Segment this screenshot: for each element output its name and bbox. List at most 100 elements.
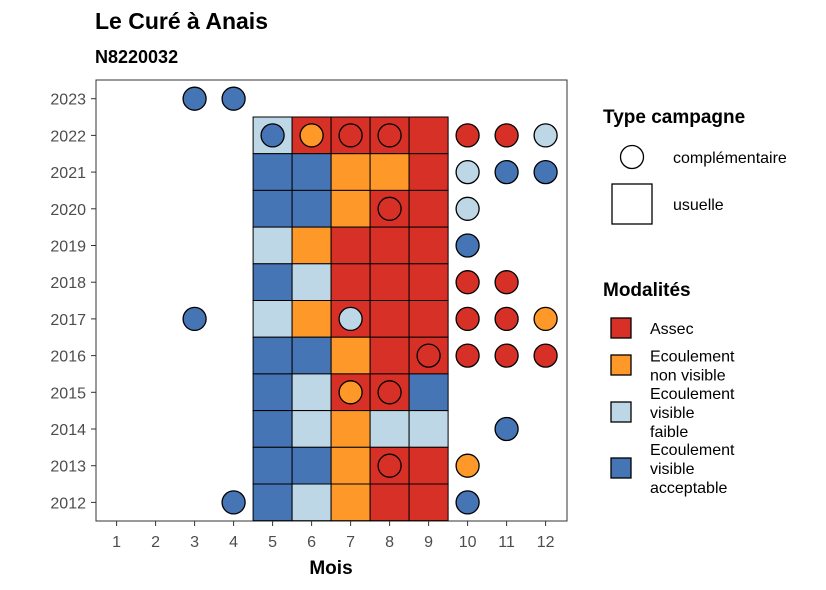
y-tick-label: 2019 <box>50 239 86 256</box>
legend-label-nonvisible: Ecoulement <box>650 349 735 366</box>
legend-key-faible <box>610 401 632 423</box>
legend-key-nonvisible <box>610 354 632 376</box>
point-2018-11 <box>494 270 519 295</box>
tile-2017-8 <box>369 300 410 338</box>
point-2021-10 <box>455 159 480 185</box>
tile-2016-5 <box>252 336 293 375</box>
y-tick-label: 2023 <box>50 92 86 109</box>
tile-2017-6 <box>291 300 332 338</box>
point-2022-11 <box>494 123 519 148</box>
tile-2018-8 <box>369 263 410 301</box>
x-tick-label: 12 <box>537 534 555 551</box>
point-2012-10 <box>455 490 480 515</box>
x-tick-label: 5 <box>268 534 277 551</box>
point-2013-10 <box>455 453 480 478</box>
tile-2018-6 <box>291 263 332 301</box>
x-tick-label: 6 <box>307 534 316 551</box>
tile-2015-6 <box>291 373 332 412</box>
tile-2019-7 <box>330 226 371 265</box>
tile-2014-5 <box>252 410 293 448</box>
tile-2012-5 <box>252 483 293 522</box>
x-axis: 1 2 3 4 5 6 7 8 9 10 11 12 <box>112 521 555 551</box>
tile-2016-7 <box>330 336 371 375</box>
x-tick-label: 3 <box>190 534 199 551</box>
tile-2019-8 <box>369 226 410 265</box>
legend-label-faible: visible <box>650 405 695 422</box>
tile-2018-5 <box>252 263 293 301</box>
tile-2018-7 <box>330 263 371 301</box>
point-2016-12 <box>533 343 558 368</box>
x-tick-label: 11 <box>498 534 515 551</box>
point-2022-8 <box>377 123 402 148</box>
point-2014-11 <box>494 416 519 442</box>
x-axis-label: Mois <box>309 558 352 579</box>
legend-key-assec <box>610 317 632 339</box>
y-tick-label: 2012 <box>50 495 86 512</box>
legend-type-label: usuelle <box>673 197 724 214</box>
tile-2015-9 <box>408 373 449 412</box>
point-2015-8 <box>377 380 402 405</box>
tile-2019-6 <box>291 226 332 265</box>
legend-label-faible: faible <box>650 424 688 441</box>
chart-subtitle: N8220032 <box>95 47 178 67</box>
tile-2012-7 <box>330 483 371 522</box>
tile-2014-8 <box>369 410 410 448</box>
tile-2021-6 <box>291 153 332 191</box>
tile-2012-6 <box>291 483 332 522</box>
tile-2018-9 <box>408 263 449 301</box>
y-tick-label: 2014 <box>50 422 86 439</box>
tile-2016-8 <box>369 336 410 375</box>
point-2019-10 <box>455 233 480 258</box>
point-2022-12 <box>533 123 558 148</box>
legend-label-acceptable: acceptable <box>650 480 727 497</box>
point-2017-11 <box>494 306 519 332</box>
tile-2014-9 <box>408 410 449 448</box>
legend-label-nonvisible: non visible <box>650 368 726 385</box>
complementaire-points <box>182 86 558 515</box>
tile-2013-9 <box>408 446 449 485</box>
point-2016-11 <box>494 343 519 368</box>
tile-2014-6 <box>291 410 332 448</box>
point-2021-12 <box>533 159 558 185</box>
tile-2020-7 <box>330 189 371 228</box>
tile-2012-9 <box>408 483 449 522</box>
x-tick-label: 2 <box>151 534 160 551</box>
legend-key-acceptable <box>610 457 632 479</box>
legend-label-assec: Assec <box>650 321 694 338</box>
point-2017-3 <box>182 306 207 332</box>
point-2013-8 <box>377 453 402 478</box>
x-tick-label: 10 <box>459 534 477 551</box>
tile-2020-9 <box>408 189 449 228</box>
y-tick-label: 2021 <box>50 165 86 182</box>
y-tick-label: 2016 <box>50 349 86 366</box>
x-tick-label: 1 <box>112 534 121 551</box>
usuelle-cells <box>252 116 449 522</box>
legend-square-key <box>611 183 653 225</box>
legend-label-acceptable: visible <box>650 461 695 478</box>
tile-2021-7 <box>330 153 371 191</box>
chart-title: Le Curé à Anais <box>95 8 268 34</box>
point-2022-6 <box>299 123 324 148</box>
y-tick-label: 2018 <box>50 275 86 292</box>
legend-label-acceptable: Ecoulement <box>650 442 735 459</box>
point-2022-5 <box>260 123 285 148</box>
tile-2017-9 <box>408 300 449 338</box>
y-axis: 2012 2013 2014 2015 2016 2017 2018 2019 2020 2021… <box>50 92 96 512</box>
point-2012-4 <box>221 490 246 515</box>
tile-2020-5 <box>252 189 293 228</box>
y-tick-label: 2017 <box>50 312 86 329</box>
point-2020-10 <box>455 196 480 221</box>
legend-type-campagne: Type campagne complémentaire usuelle <box>603 107 787 225</box>
x-tick-label: 4 <box>229 534 238 551</box>
tile-2017-5 <box>252 300 293 338</box>
tile-2021-5 <box>252 153 293 191</box>
tile-2012-8 <box>369 483 410 522</box>
tile-2021-9 <box>408 153 449 191</box>
point-2017-12 <box>533 306 558 332</box>
y-tick-label: 2022 <box>50 128 86 145</box>
point-2016-9 <box>416 343 441 368</box>
point-2015-7 <box>338 380 363 405</box>
legend-type-label: complémentaire <box>673 150 787 167</box>
tile-2022-9 <box>408 116 449 155</box>
